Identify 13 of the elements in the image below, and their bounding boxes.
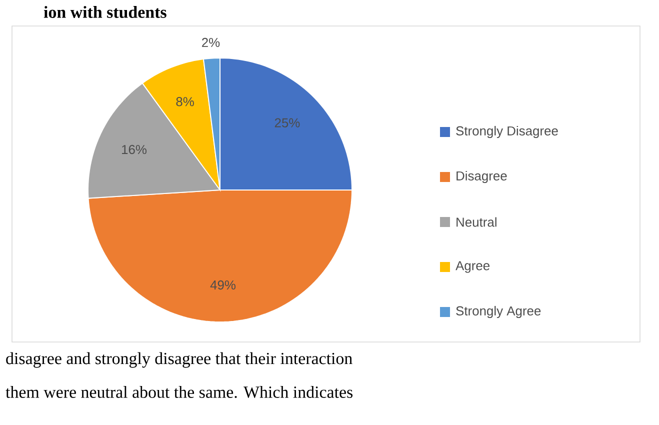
legend-label: Strongly Agree bbox=[456, 306, 541, 318]
chart-title: ion with students bbox=[44, 6, 166, 18]
text: disagree and strongly disagree that their interaction bbox=[6, 352, 352, 368]
data-label: 16% bbox=[122, 144, 147, 154]
data-label: 49% bbox=[210, 280, 236, 290]
data-label: 25% bbox=[274, 118, 300, 128]
text: them were neutral about the same. Which indicates bbox=[6, 386, 353, 398]
legend-label: Agree bbox=[456, 261, 490, 273]
data-label: 2% bbox=[202, 38, 220, 48]
data-label: 8% bbox=[176, 97, 194, 106]
legend-label: Disagree bbox=[456, 170, 507, 184]
legend-label: Strongly Disagree bbox=[456, 126, 558, 138]
legend-label: Neutral bbox=[456, 217, 496, 227]
